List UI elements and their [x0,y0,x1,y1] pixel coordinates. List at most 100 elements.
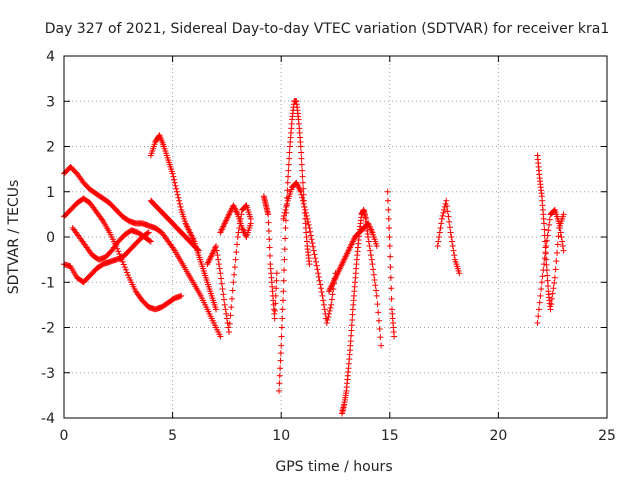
grid-layer [64,56,607,418]
data-point [546,216,553,223]
data-point [310,247,317,254]
data-point [283,203,290,210]
data-point [373,292,380,299]
data-point [542,249,549,256]
data-point [213,306,220,313]
data-point [449,243,456,250]
data-point [300,200,307,207]
data-point [223,315,230,322]
data-series [384,188,398,340]
data-point [173,185,180,192]
data-point [145,229,152,236]
data-point [443,197,450,204]
data-point [318,289,325,296]
data-point [541,255,548,262]
data-point [316,277,323,284]
data-point [285,167,292,174]
data-series [260,193,280,322]
data-point [317,281,324,288]
data-point [232,256,239,263]
data-point [436,234,443,240]
data-point [384,188,391,195]
data-point [230,279,237,286]
data-point [451,252,458,259]
data-point [276,372,283,379]
data-point [386,243,393,250]
data-point [277,350,284,357]
data-point [365,234,372,240]
data-point [272,307,279,314]
data-point [554,241,561,248]
data-point [266,252,273,259]
data-point [444,208,451,215]
data-point [545,227,552,234]
data-point [122,266,129,273]
data-point [176,200,183,207]
data-point [123,269,130,276]
data-point [285,161,292,168]
data-point [194,246,201,253]
data-point [301,203,308,210]
data-point [552,266,559,273]
y-tick-label: 1 [46,185,55,201]
data-point [302,209,309,216]
data-point [281,246,288,253]
data-point [373,287,380,294]
data-point [310,243,317,250]
data-point [456,270,463,277]
data-point [298,149,305,156]
data-point [329,291,336,298]
data-point [445,213,452,220]
data-series [217,202,254,240]
data-point [265,211,272,218]
data-point [321,306,328,313]
data-point [370,266,377,273]
data-point [327,304,334,311]
data-point [449,238,456,245]
data-point [374,301,381,308]
data-point [385,215,392,222]
data-series [147,132,220,313]
data-point [219,286,226,293]
data-point [298,161,305,168]
data-point [299,167,306,174]
data-point [534,319,541,326]
x-tick-label: 15 [381,428,399,444]
data-points-layer [61,98,567,417]
data-point [226,329,233,336]
data-series [534,206,567,326]
data-point [436,229,443,236]
data-point [213,247,220,254]
data-point [371,276,378,283]
data-point [265,227,272,234]
data-point [172,182,179,189]
data-point [550,285,557,292]
x-tick-label: 20 [489,428,507,444]
x-tick-label: 0 [60,428,69,444]
data-point [227,312,234,319]
data-point [284,187,291,194]
data-point [171,176,178,183]
data-point [347,338,354,345]
x-tick-label: 10 [272,428,290,444]
y-tick-label: 4 [46,49,55,65]
data-point [276,380,283,387]
data-point [544,272,551,279]
data-point [387,274,394,281]
data-point [541,261,548,268]
data-point [556,224,563,231]
data-point [146,237,153,244]
data-point [231,264,238,271]
data-point [544,283,551,290]
data-point [326,307,333,314]
data-point [271,315,278,322]
data-point [218,280,225,287]
y-axis-label: SDTVAR / TECUs [6,180,22,295]
data-point [297,143,304,150]
data-point [438,215,445,222]
data-point [547,306,554,313]
data-point [375,309,382,316]
data-point [299,197,306,204]
data-point [278,342,285,349]
